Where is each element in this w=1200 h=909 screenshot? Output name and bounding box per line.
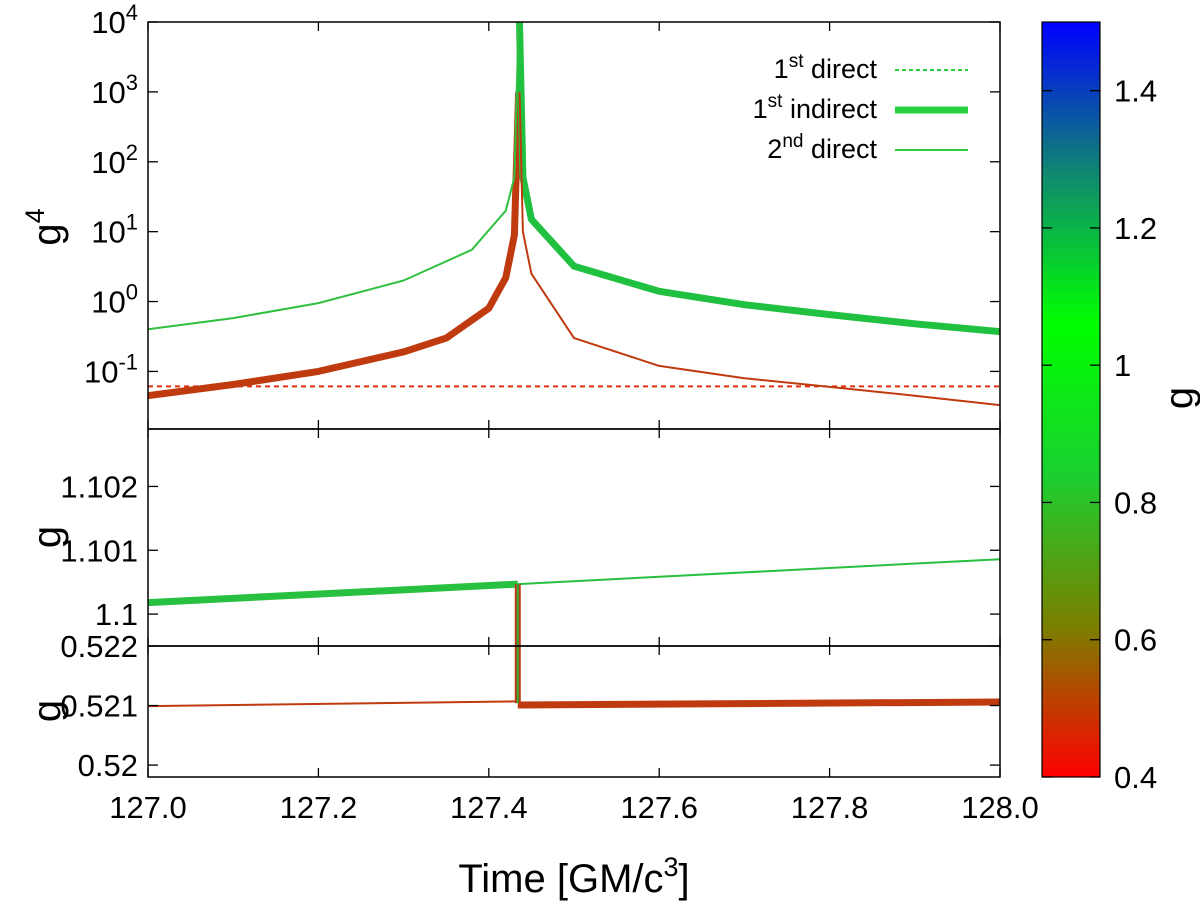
legend-label-sup: nd xyxy=(782,131,803,152)
ytick-base: 10 xyxy=(91,215,125,250)
ytick-exponent: 0 xyxy=(126,280,138,305)
ytick-exponent: -1 xyxy=(118,349,138,374)
ytick-base: 10 xyxy=(91,5,125,40)
legend-label-text: indirect xyxy=(782,94,877,124)
legend-label-num: 2 xyxy=(767,134,782,164)
colorbar-label: g xyxy=(1157,387,1200,409)
middle-ytick-label: 1.1 xyxy=(95,597,138,632)
middle-panel-y-ticks: 1.1 1.101 1.102 xyxy=(60,469,1000,632)
ytick-exponent: 4 xyxy=(126,0,138,25)
top-series-thin-4 xyxy=(518,91,1000,407)
top-ytick-label: 100 xyxy=(91,280,138,320)
ytick-base: 10 xyxy=(91,145,125,180)
xtick-label: 127.6 xyxy=(620,790,698,825)
top-ytick-label: 104 xyxy=(91,0,138,40)
xtick-label: 127.0 xyxy=(109,790,187,825)
legend-label-num: 1 xyxy=(774,54,789,84)
top-ytick-label: 102 xyxy=(91,140,138,180)
x-axis-ticks: 127.0 127.2 127.4 127.6 127.8 128.0 xyxy=(109,22,1039,825)
x-label-main: Time [GM/c xyxy=(458,857,663,901)
ytick-exponent: 3 xyxy=(126,70,138,95)
colorbar-tick-label: 1 xyxy=(1114,348,1131,383)
colorbar-tick-label: 1.2 xyxy=(1114,211,1157,246)
colorbar: 0.4 0.6 0.8 1 1.2 1.4 g xyxy=(1041,21,1200,795)
middle-panel: 1.1 1.101 1.102 xyxy=(60,469,1000,632)
xtick-label: 127.8 xyxy=(791,790,869,825)
legend-label-text: direct xyxy=(803,54,877,84)
top-series-thin-3 xyxy=(148,22,520,331)
ytick-exponent: 1 xyxy=(126,210,138,235)
legend-label-num: 1 xyxy=(753,94,768,124)
colorbar-tick-label: 1.4 xyxy=(1114,74,1157,109)
middle-ytick-label: 1.102 xyxy=(60,469,138,504)
bottom-panel-y-ticks: 0.52 0.521 0.522 xyxy=(60,629,1000,783)
middle-panel-ylabel: g xyxy=(25,526,69,548)
legend-label: 1st indirect xyxy=(753,91,878,124)
middle-panel-series xyxy=(148,558,1000,607)
ytick-base: 10 xyxy=(91,285,125,320)
x-label-end: ] xyxy=(679,857,690,901)
top-panel-series xyxy=(148,22,1000,407)
bottom-ytick-label: 0.52 xyxy=(78,748,138,783)
bottom-panel: 0.52 0.521 0.522 xyxy=(60,629,1000,783)
middle-ytick-label: 1.101 xyxy=(60,533,138,568)
legend-label: 2nd direct xyxy=(767,131,877,164)
xtick-label: 127.4 xyxy=(450,790,528,825)
colorbar-ticks: 0.4 0.6 0.8 1 1.2 1.4 xyxy=(1042,74,1157,795)
x-label-sup: 3 xyxy=(664,852,679,882)
ytick-exponent: 2 xyxy=(126,140,138,165)
middle-series-thick-0 xyxy=(148,580,518,607)
legend-label-text: direct xyxy=(803,134,877,164)
legend-label-sup: st xyxy=(768,91,784,112)
bottom-series-thick-1 xyxy=(517,698,1000,709)
xtick-label: 128.0 xyxy=(961,790,1039,825)
top-ytick-label: 103 xyxy=(91,70,138,110)
legend-label-sup: st xyxy=(789,51,805,72)
colorbar-strip xyxy=(1041,21,1101,778)
ytick-base: 10 xyxy=(84,354,118,389)
top-series-thick-2 xyxy=(516,22,1000,336)
bottom-panel-series xyxy=(148,698,1000,709)
x-axis-label: Time [GM/c3] xyxy=(458,852,689,901)
top-ylabel-sup: 4 xyxy=(20,208,50,223)
top-ytick-label: 101 xyxy=(91,210,138,250)
ytick-base: 10 xyxy=(91,75,125,110)
middle-panel-frame xyxy=(147,428,1001,647)
colorbar-tick-label: 0.6 xyxy=(1114,623,1157,658)
legend-label: 1st direct xyxy=(774,51,878,84)
top-ylabel-base: g xyxy=(25,223,69,245)
middle-series-thin-1 xyxy=(517,558,1000,586)
bottom-panel-ylabel: g xyxy=(25,700,69,722)
bottom-ytick-label: 0.521 xyxy=(60,689,138,724)
colorbar-tick-label: 0.4 xyxy=(1114,760,1157,795)
top-series-thick-1 xyxy=(148,91,523,400)
top-panel-ylabel: g4 xyxy=(20,208,69,245)
xtick-label: 127.2 xyxy=(280,790,358,825)
bottom-series-thin-0 xyxy=(148,700,518,708)
bottom-ytick-label: 0.522 xyxy=(60,629,138,664)
bottom-panel-frame xyxy=(147,645,1001,778)
colorbar-tick-label: 0.8 xyxy=(1114,485,1157,520)
top-ytick-label: 10-1 xyxy=(84,349,138,389)
